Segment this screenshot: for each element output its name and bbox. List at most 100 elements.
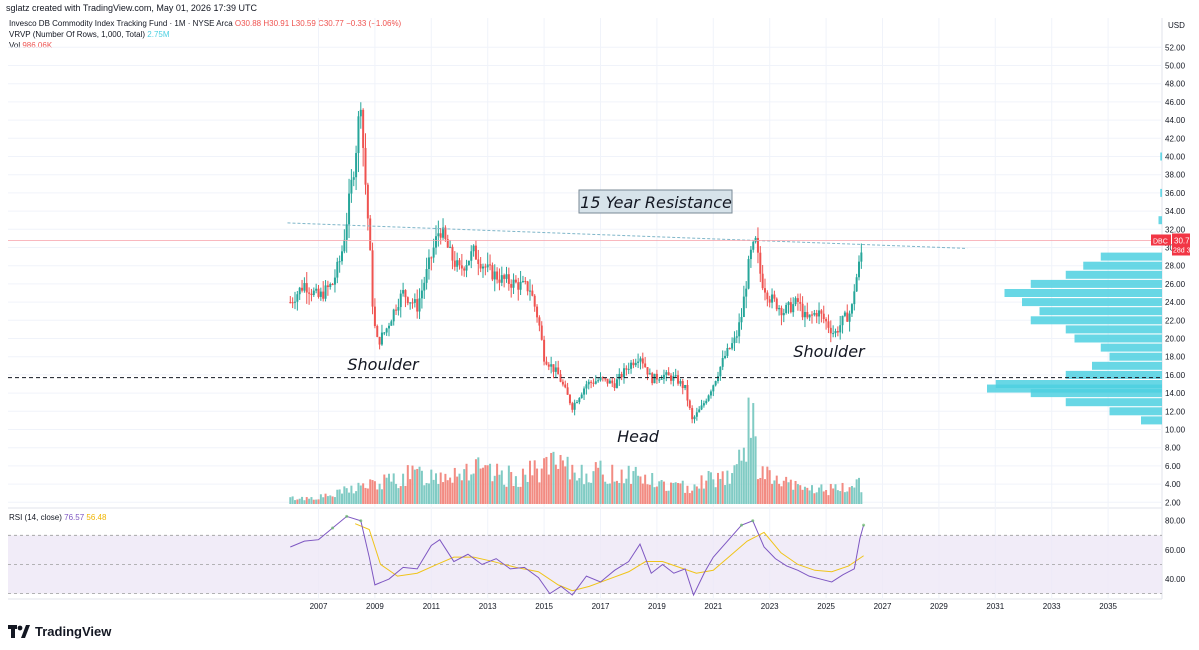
volume-bar (324, 493, 327, 504)
candle-body (630, 362, 633, 369)
vrvp-legend[interactable]: VRVP (Number Of Rows, 1,000, Total) 2.75… (9, 30, 170, 39)
time-tick-label: 2029 (930, 602, 948, 611)
rsi-tick-label: 80.00 (1165, 517, 1186, 526)
candle-body (484, 266, 487, 268)
volume-bar (341, 493, 343, 504)
candle-body (808, 314, 811, 318)
volume-bar (660, 480, 663, 504)
candle-body (637, 361, 640, 363)
candle-body (759, 252, 762, 274)
candle-body (677, 375, 680, 384)
candle-body (458, 260, 461, 266)
vrvp-bar (1030, 279, 1162, 288)
volume-bar (693, 484, 696, 504)
volume-bar (665, 490, 668, 504)
candle-body (298, 287, 301, 295)
volume-bar (684, 492, 687, 504)
volume-bar (681, 480, 684, 504)
volume-bar (550, 452, 553, 504)
candle-body (688, 400, 691, 409)
volume-bar (402, 473, 405, 504)
candle-body (427, 257, 430, 270)
price-tick-label: 8.00 (1165, 444, 1181, 453)
volume-bar (655, 486, 658, 504)
candle-body (552, 364, 555, 372)
candle-body (352, 177, 355, 180)
tradingview-wordmark: TradingView (35, 624, 112, 639)
candle-body (745, 288, 748, 297)
volume-bar (651, 473, 654, 504)
volume-legend[interactable]: Vol 986.06K (9, 41, 52, 50)
volume-bar (329, 495, 332, 504)
volume-bar (571, 464, 574, 504)
volume-bar (695, 486, 698, 504)
time-tick-label: 2015 (535, 602, 553, 611)
volume-bar (719, 478, 722, 504)
candle-body (634, 362, 637, 366)
rsi-overbought-point (359, 519, 363, 523)
candle-body (620, 373, 623, 378)
candle-body (731, 343, 734, 349)
candle-body (326, 285, 329, 288)
candle-body (700, 405, 703, 410)
price-tick-label: 40.00 (1165, 153, 1186, 162)
volume-bar (348, 492, 351, 504)
volume-bar (298, 498, 301, 504)
volume-bar (564, 466, 567, 504)
time-tick-label: 2019 (648, 602, 666, 611)
candle-body (761, 273, 764, 289)
vrvp-bar (1160, 152, 1162, 161)
candle-body (632, 362, 635, 366)
candle-body (653, 373, 656, 384)
volume-bar (630, 483, 633, 504)
volume-bar (366, 488, 369, 504)
vrvp-bar (1030, 316, 1162, 325)
candle-body (413, 299, 416, 303)
volume-bar (672, 482, 675, 504)
candle-body (778, 307, 781, 310)
candle-body (348, 193, 351, 225)
price-tick-label: 2.00 (1165, 498, 1181, 507)
candle-body (728, 348, 731, 350)
candle-body (432, 247, 435, 258)
candle-body (296, 294, 299, 302)
candle-body (623, 368, 625, 378)
volume-bar (392, 473, 395, 504)
volume-bar (364, 487, 367, 504)
volume-bar (512, 485, 515, 504)
time-tick-label: 2033 (1043, 602, 1061, 611)
volume-bar (352, 493, 355, 504)
volume-bar (423, 485, 426, 504)
candle-body (613, 383, 616, 388)
candle-body (667, 372, 670, 376)
price-tag-bg (1172, 233, 1190, 256)
price-tick-label: 10.00 (1165, 426, 1186, 435)
candle-body (512, 279, 515, 288)
tradingview-brand[interactable]: TradingView (8, 624, 111, 639)
candle-body (611, 380, 614, 384)
candle-body (858, 261, 860, 278)
candle-body (500, 275, 503, 283)
candle-body (315, 288, 318, 291)
candle-body (442, 227, 445, 238)
candle-body (843, 312, 846, 316)
volume-bar (371, 480, 374, 504)
volume-bar (780, 486, 783, 504)
volume-bar (801, 489, 804, 504)
candle-body (846, 312, 849, 322)
vrvp-bar (1109, 407, 1162, 416)
volume-bar (536, 468, 539, 504)
candle-body (599, 377, 602, 381)
rsi-legend[interactable]: RSI (14, close) 76.57 56.48 (9, 513, 106, 522)
volume-bar (775, 475, 778, 504)
volume-bar (754, 436, 757, 504)
volume-bar (460, 480, 463, 504)
candle-body (740, 317, 743, 323)
volume-bar (583, 484, 586, 504)
volume-bar (601, 474, 604, 504)
candle-body (594, 381, 597, 384)
volume-bar (456, 476, 459, 504)
time-tick-label: 2007 (310, 602, 328, 611)
candle-body (289, 302, 292, 304)
